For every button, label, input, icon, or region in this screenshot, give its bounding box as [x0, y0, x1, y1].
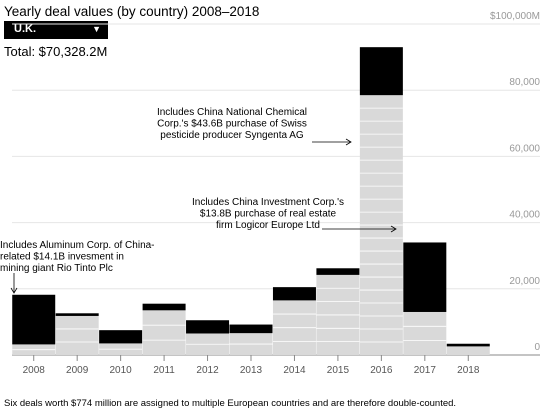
bar-segment [403, 242, 447, 312]
bar-segment [142, 310, 186, 355]
bar-segment [446, 346, 490, 355]
annotation-text: pesticide producer Syngenta AG [160, 130, 304, 141]
annotation-arrowhead [10, 287, 18, 294]
annotation-text: Corp.'s $43.6B purchase of Swiss [157, 119, 307, 130]
bar-segment [272, 287, 316, 301]
chevron-down-icon: ▼ [92, 24, 101, 34]
annotation-text: mining giant Rio Tinto Plc [0, 263, 113, 274]
annotation-text: Includes China Investment Corp.'s [192, 197, 344, 208]
country-dropdown-value: U.K. [14, 23, 36, 35]
y-tick-label: 80,000 [509, 77, 540, 88]
bar-segment [403, 311, 447, 355]
bar-segment [12, 294, 56, 345]
bar-segment [446, 343, 490, 347]
x-tick-label: 2018 [457, 365, 480, 376]
bar-chart: 0 20,000 40,000 60,000 80,000 $100,000M 2008 20… [0, 11, 540, 376]
y-tick-label: 60,000 [509, 143, 540, 154]
x-tick-label: 2011 [153, 365, 175, 376]
x-tick-label: 2010 [110, 365, 133, 376]
x-tick-label: 2013 [240, 365, 263, 376]
chart-title: Yearly deal values (by country) 2008–201… [4, 4, 260, 19]
x-tick-label: 2008 [23, 365, 46, 376]
x-tick-label: 2009 [66, 365, 89, 376]
total-value: Total: $70,328.2M [4, 44, 108, 59]
bar-segment [316, 268, 360, 275]
x-tick-label: 2017 [414, 365, 437, 376]
bar-segment [99, 330, 143, 344]
y-tick-label: 40,000 [509, 210, 540, 221]
bar-segment [229, 324, 273, 334]
annotation-arrowhead [345, 138, 352, 146]
annotation-arrowhead [390, 225, 397, 233]
annotation-text: $13.8B purchase of real estate [200, 209, 337, 220]
x-tick-label: 2012 [196, 365, 219, 376]
x-tick-label: 2014 [283, 365, 306, 376]
x-tick-label: 2015 [327, 365, 350, 376]
annotation-text: Includes Aluminum Corp. of China- [0, 240, 155, 251]
country-dropdown[interactable]: U.K. ▼ [4, 21, 108, 39]
x-tick-label: 2016 [370, 365, 393, 376]
y-tick-label: 20,000 [509, 276, 540, 287]
annotation-text: firm Logicor Europe Ltd [216, 220, 320, 231]
bar-segment [186, 320, 230, 334]
y-tick-label: 0 [534, 342, 540, 353]
y-tick-label: $100,000M [490, 11, 540, 22]
bar-segment [359, 47, 403, 96]
bar-segment [142, 303, 186, 311]
footnote: Six deals worth $774 million are assigne… [4, 398, 457, 409]
annotation-text: related $14.1B invesment in [0, 252, 124, 263]
annotation-text: Includes China National Chemical [157, 107, 307, 118]
bar-segment [55, 315, 99, 355]
bar-segment [55, 313, 99, 316]
